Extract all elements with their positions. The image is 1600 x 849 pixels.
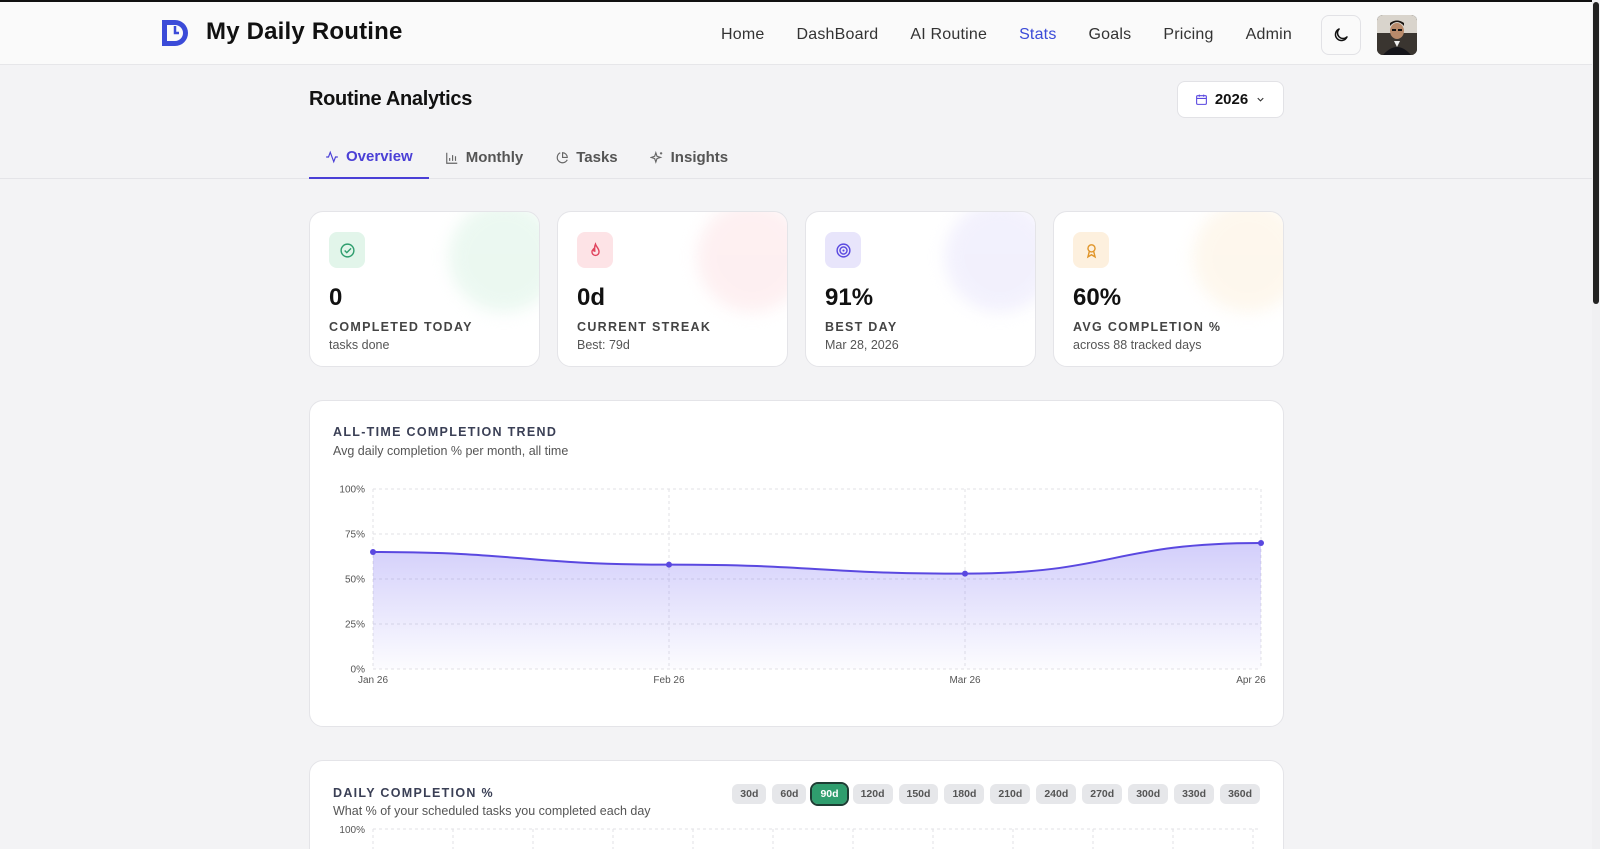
- card-glow: [945, 212, 1035, 312]
- stat-sub: Best: 79d: [577, 338, 630, 352]
- bar-chart-icon: [445, 152, 457, 164]
- range-chip-30d[interactable]: 30d: [732, 784, 767, 804]
- tab-tasks[interactable]: Tasks: [539, 140, 633, 179]
- range-chip-210d[interactable]: 210d: [990, 784, 1031, 804]
- stat-label: BEST DAY: [825, 320, 898, 334]
- range-chip-120d[interactable]: 120d: [852, 784, 893, 804]
- x-tick-label: Apr 26: [1236, 675, 1266, 686]
- theme-toggle-button[interactable]: [1321, 15, 1361, 55]
- main-nav: Home DashBoard AI Routine Stats Goals Pr…: [721, 26, 1324, 44]
- area-fill: [373, 543, 1261, 669]
- y-tick-label: 75%: [345, 530, 365, 541]
- x-tick-label: Mar 26: [949, 675, 981, 686]
- tab-label: Monthly: [465, 149, 524, 166]
- daily-subtitle: What % of your scheduled tasks you compl…: [333, 804, 651, 818]
- stat-sub: across 88 tracked days: [1073, 338, 1202, 352]
- stat-value: 60%: [1073, 284, 1122, 311]
- stat-sub: tasks done: [329, 338, 390, 352]
- y-tick-label: 50%: [345, 575, 365, 586]
- stat-value: 0: [329, 284, 343, 311]
- stat-label: COMPLETED TODAY: [329, 320, 473, 334]
- range-chip-180d[interactable]: 180d: [944, 784, 985, 804]
- year-select[interactable]: 2026: [1177, 81, 1284, 118]
- y-tick-label: 0%: [351, 665, 366, 676]
- user-photo: [1377, 15, 1417, 55]
- daily-completion-card: DAILY COMPLETION % What % of your schedu…: [309, 760, 1284, 849]
- activity-icon: [326, 150, 338, 163]
- scrollbar-thumb[interactable]: [1593, 2, 1599, 304]
- tab-label: Overview: [346, 148, 413, 165]
- range-chip-150d[interactable]: 150d: [898, 784, 939, 804]
- moon-icon: [1334, 28, 1348, 42]
- chevron-down-icon: [1257, 97, 1264, 102]
- top-navbar: My Daily Routine Home DashBoard AI Routi…: [0, 0, 1600, 65]
- nav-home[interactable]: Home: [721, 26, 765, 43]
- tab-overview[interactable]: Overview: [309, 140, 429, 179]
- range-chip-300d[interactable]: 300d: [1128, 784, 1169, 804]
- sparkles-icon: [649, 150, 662, 164]
- series-line: [372, 542, 1262, 575]
- target-icon: [825, 232, 861, 268]
- daily-chart: 100%: [339, 825, 1261, 849]
- stat-value: 91%: [825, 284, 874, 311]
- nav-goals[interactable]: Goals: [1088, 26, 1132, 43]
- avatar[interactable]: [1377, 15, 1417, 55]
- nav-dashboard[interactable]: DashBoard: [796, 26, 879, 43]
- tabs: Overview Monthly Tasks Insights: [309, 140, 744, 179]
- tabs-divider: [0, 178, 1600, 179]
- stat-label: CURRENT STREAK: [577, 320, 712, 334]
- x-tick-label: Feb 26: [653, 675, 685, 686]
- card-glow: [1193, 212, 1283, 312]
- stat-card-completed-today: 0 COMPLETED TODAY tasks done: [309, 211, 540, 367]
- tab-insights[interactable]: Insights: [634, 140, 745, 179]
- data-point[interactable]: [962, 570, 968, 577]
- range-chip-90d[interactable]: 90d: [810, 782, 849, 806]
- range-chip-240d[interactable]: 240d: [1036, 784, 1077, 804]
- data-point[interactable]: [1258, 540, 1264, 546]
- nav-admin[interactable]: Admin: [1245, 26, 1292, 43]
- range-selector: 30d 60d 90d 120d 150d 180d 210d 240d 270d 300d 330…: [732, 782, 1260, 806]
- trend-subtitle: Avg daily completion % per month, all ti…: [333, 444, 569, 458]
- data-point[interactable]: [370, 549, 376, 555]
- daily-title: DAILY COMPLETION %: [333, 786, 494, 800]
- nav-ai-routine[interactable]: AI Routine: [910, 26, 988, 43]
- pie-chart-icon: [556, 151, 569, 163]
- y-tick-label: 100%: [339, 485, 365, 496]
- brand-name: My Daily Routine: [206, 18, 403, 45]
- scrollbar[interactable]: [1592, 0, 1600, 849]
- year-value: 2026: [1214, 91, 1249, 108]
- range-chip-270d[interactable]: 270d: [1082, 784, 1123, 804]
- stat-label: AVG COMPLETION %: [1073, 320, 1222, 334]
- data-point[interactable]: [666, 561, 672, 568]
- award-icon: [1073, 232, 1109, 268]
- trend-title: ALL-TIME COMPLETION TREND: [333, 425, 558, 439]
- y-tick-label: 100%: [339, 825, 365, 836]
- nav-stats[interactable]: Stats: [1019, 26, 1057, 43]
- flame-icon: [577, 232, 613, 268]
- stat-card-current-streak: 0d CURRENT STREAK Best: 79d: [557, 211, 788, 367]
- range-chip-330d[interactable]: 330d: [1174, 784, 1215, 804]
- x-tick-label: Jan 26: [358, 675, 388, 686]
- completion-trend-card: ALL-TIME COMPLETION TREND Avg daily comp…: [309, 400, 1284, 727]
- tab-label: Tasks: [576, 149, 618, 166]
- check-circle-icon: [329, 232, 365, 268]
- trend-chart: 0% 25% 50% 75% 100% Jan 26 Feb 26 Mar 26 Apr 26: [339, 485, 1266, 687]
- y-tick-label: 25%: [345, 620, 365, 631]
- card-glow: [697, 212, 787, 312]
- page-title: Routine Analytics: [309, 88, 473, 110]
- logo-icon: [162, 20, 188, 46]
- nav-pricing[interactable]: Pricing: [1163, 26, 1214, 43]
- card-glow: [449, 212, 539, 312]
- range-chip-360d[interactable]: 360d: [1220, 784, 1260, 804]
- stat-sub: Mar 28, 2026: [825, 338, 899, 352]
- range-chip-60d[interactable]: 60d: [772, 784, 807, 804]
- stat-card-best-day: 91% BEST DAY Mar 28, 2026: [805, 211, 1036, 367]
- tab-label: Insights: [670, 149, 729, 166]
- tab-monthly[interactable]: Monthly: [429, 140, 540, 179]
- stat-value: 0d: [577, 284, 606, 311]
- brand[interactable]: My Daily Routine: [160, 16, 403, 48]
- stat-card-avg-completion: 60% AVG COMPLETION % across 88 tracked d…: [1053, 211, 1284, 367]
- calendar-icon: [1195, 94, 1207, 105]
